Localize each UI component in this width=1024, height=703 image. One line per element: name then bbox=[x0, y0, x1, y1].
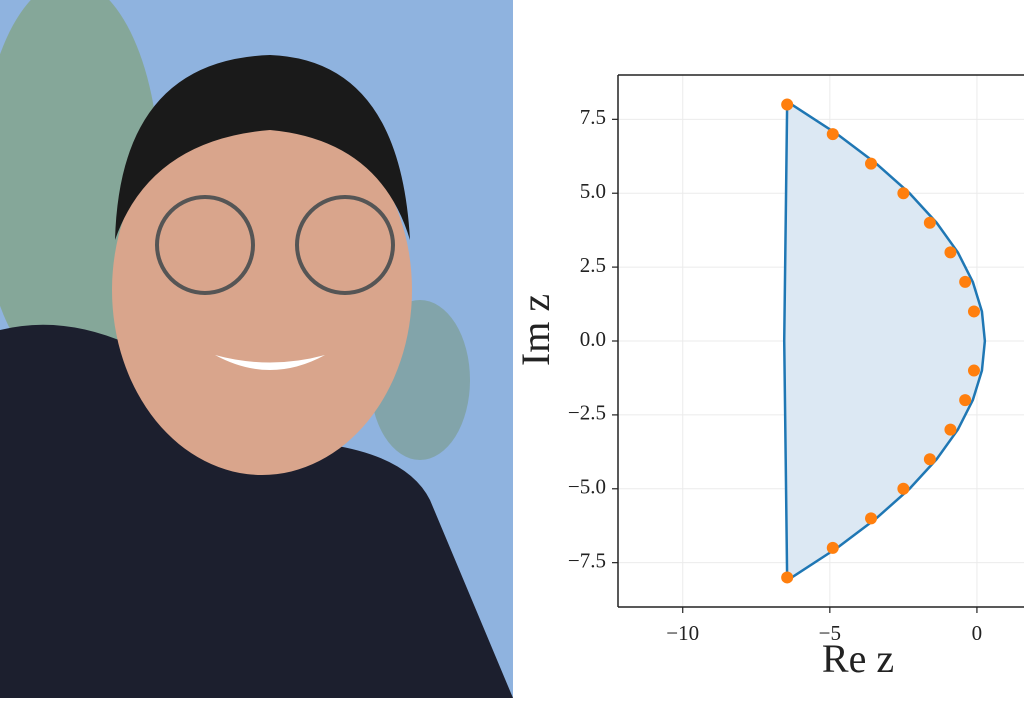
x-tick-label: −5 bbox=[819, 621, 841, 645]
y-tick-label: 0.0 bbox=[580, 327, 606, 351]
point bbox=[897, 187, 910, 200]
point bbox=[923, 216, 936, 229]
jacket bbox=[0, 324, 513, 698]
point bbox=[781, 571, 794, 584]
point bbox=[781, 98, 794, 111]
point bbox=[959, 275, 972, 288]
point bbox=[967, 364, 980, 377]
y-tick-label: −7.5 bbox=[568, 548, 606, 572]
x-axis-label: Re z bbox=[822, 636, 894, 681]
point bbox=[865, 157, 878, 170]
point bbox=[826, 128, 839, 141]
point bbox=[865, 512, 878, 525]
hair bbox=[115, 55, 410, 240]
point bbox=[944, 246, 957, 259]
point bbox=[897, 482, 910, 495]
x-tick-label: −10 bbox=[666, 621, 699, 645]
y-tick-label: 7.5 bbox=[580, 105, 606, 129]
y-tick-label: 5.0 bbox=[580, 179, 606, 203]
x-tick-label: 0 bbox=[972, 621, 983, 645]
y-tick-label: −2.5 bbox=[568, 401, 606, 425]
point bbox=[944, 423, 957, 436]
point bbox=[967, 305, 980, 318]
y-tick-label: 2.5 bbox=[580, 253, 606, 277]
glasses bbox=[155, 195, 255, 295]
point bbox=[959, 394, 972, 407]
y-tick-label: −5.0 bbox=[568, 475, 606, 499]
y-axis-label: Im z bbox=[513, 294, 558, 366]
point bbox=[826, 541, 839, 554]
point bbox=[923, 453, 936, 466]
photo bbox=[0, 0, 513, 698]
glasses bbox=[295, 195, 395, 295]
boundary-curve bbox=[782, 100, 987, 582]
smile bbox=[215, 355, 325, 370]
